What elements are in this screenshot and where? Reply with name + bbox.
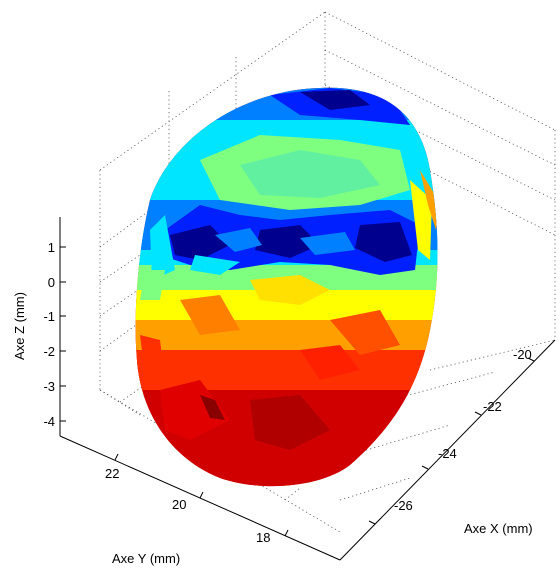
y-tick-label: 20 xyxy=(172,497,186,512)
z-tick-label: 1 xyxy=(48,240,55,255)
x-tick-label: -26 xyxy=(394,498,413,513)
surface-mesh xyxy=(135,87,438,487)
x-axis-label: Axe X (mm) xyxy=(464,521,533,536)
y-tick-label: 18 xyxy=(256,530,270,545)
y-axis-label: Axe Y (mm) xyxy=(112,551,180,566)
x-tick-label: -22 xyxy=(483,399,502,414)
x-tick-labels: -20 -22 -24 -26 xyxy=(394,347,532,513)
z-tick-label: -3 xyxy=(43,379,55,394)
z-tick-labels: 1 0 -1 -2 -3 -4 xyxy=(43,240,55,429)
z-tick-label: -1 xyxy=(43,309,55,324)
y-tick-label: 22 xyxy=(105,466,119,481)
z-tick-label: -4 xyxy=(43,414,55,429)
y-tick-labels: 22 20 18 xyxy=(105,466,270,545)
x-tick-label: -24 xyxy=(438,446,457,461)
z-tick-label: -2 xyxy=(43,344,55,359)
axes xyxy=(59,217,556,561)
z-axis-label: Axe Z (mm) xyxy=(12,292,27,360)
z-tick-label: 0 xyxy=(48,275,55,290)
x-tick-label: -20 xyxy=(513,347,532,362)
